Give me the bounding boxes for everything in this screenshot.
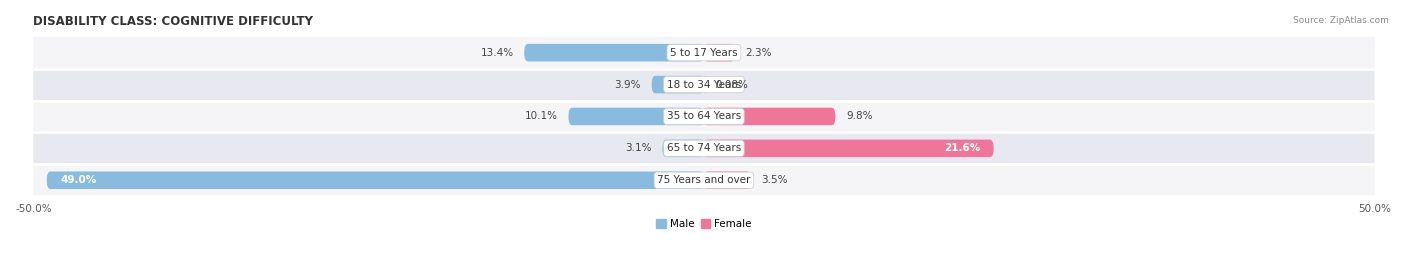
FancyBboxPatch shape (34, 37, 1375, 69)
Text: DISABILITY CLASS: COGNITIVE DIFFICULTY: DISABILITY CLASS: COGNITIVE DIFFICULTY (34, 15, 314, 28)
Text: 9.8%: 9.8% (846, 112, 873, 122)
Text: 21.6%: 21.6% (943, 143, 980, 153)
Text: 49.0%: 49.0% (60, 175, 97, 185)
FancyBboxPatch shape (34, 132, 1375, 164)
Text: 2.3%: 2.3% (745, 48, 772, 58)
FancyBboxPatch shape (704, 44, 735, 62)
Text: 35 to 64 Years: 35 to 64 Years (666, 112, 741, 122)
Text: 3.1%: 3.1% (626, 143, 651, 153)
Text: 13.4%: 13.4% (481, 48, 513, 58)
Text: 3.9%: 3.9% (614, 80, 641, 90)
FancyBboxPatch shape (662, 140, 704, 157)
FancyBboxPatch shape (34, 164, 1375, 196)
FancyBboxPatch shape (568, 108, 704, 125)
FancyBboxPatch shape (704, 140, 994, 157)
Text: Source: ZipAtlas.com: Source: ZipAtlas.com (1294, 16, 1389, 25)
FancyBboxPatch shape (704, 108, 835, 125)
Text: 10.1%: 10.1% (524, 112, 558, 122)
FancyBboxPatch shape (34, 100, 1375, 132)
Text: 5 to 17 Years: 5 to 17 Years (671, 48, 738, 58)
Text: 3.5%: 3.5% (762, 175, 789, 185)
Text: 18 to 34 Years: 18 to 34 Years (666, 80, 741, 90)
FancyBboxPatch shape (704, 171, 751, 189)
Legend: Male, Female: Male, Female (652, 215, 756, 233)
FancyBboxPatch shape (46, 171, 704, 189)
Text: 65 to 74 Years: 65 to 74 Years (666, 143, 741, 153)
FancyBboxPatch shape (34, 69, 1375, 100)
FancyBboxPatch shape (651, 76, 704, 93)
Text: 75 Years and over: 75 Years and over (657, 175, 751, 185)
Text: 0.08%: 0.08% (716, 80, 748, 90)
FancyBboxPatch shape (524, 44, 704, 62)
